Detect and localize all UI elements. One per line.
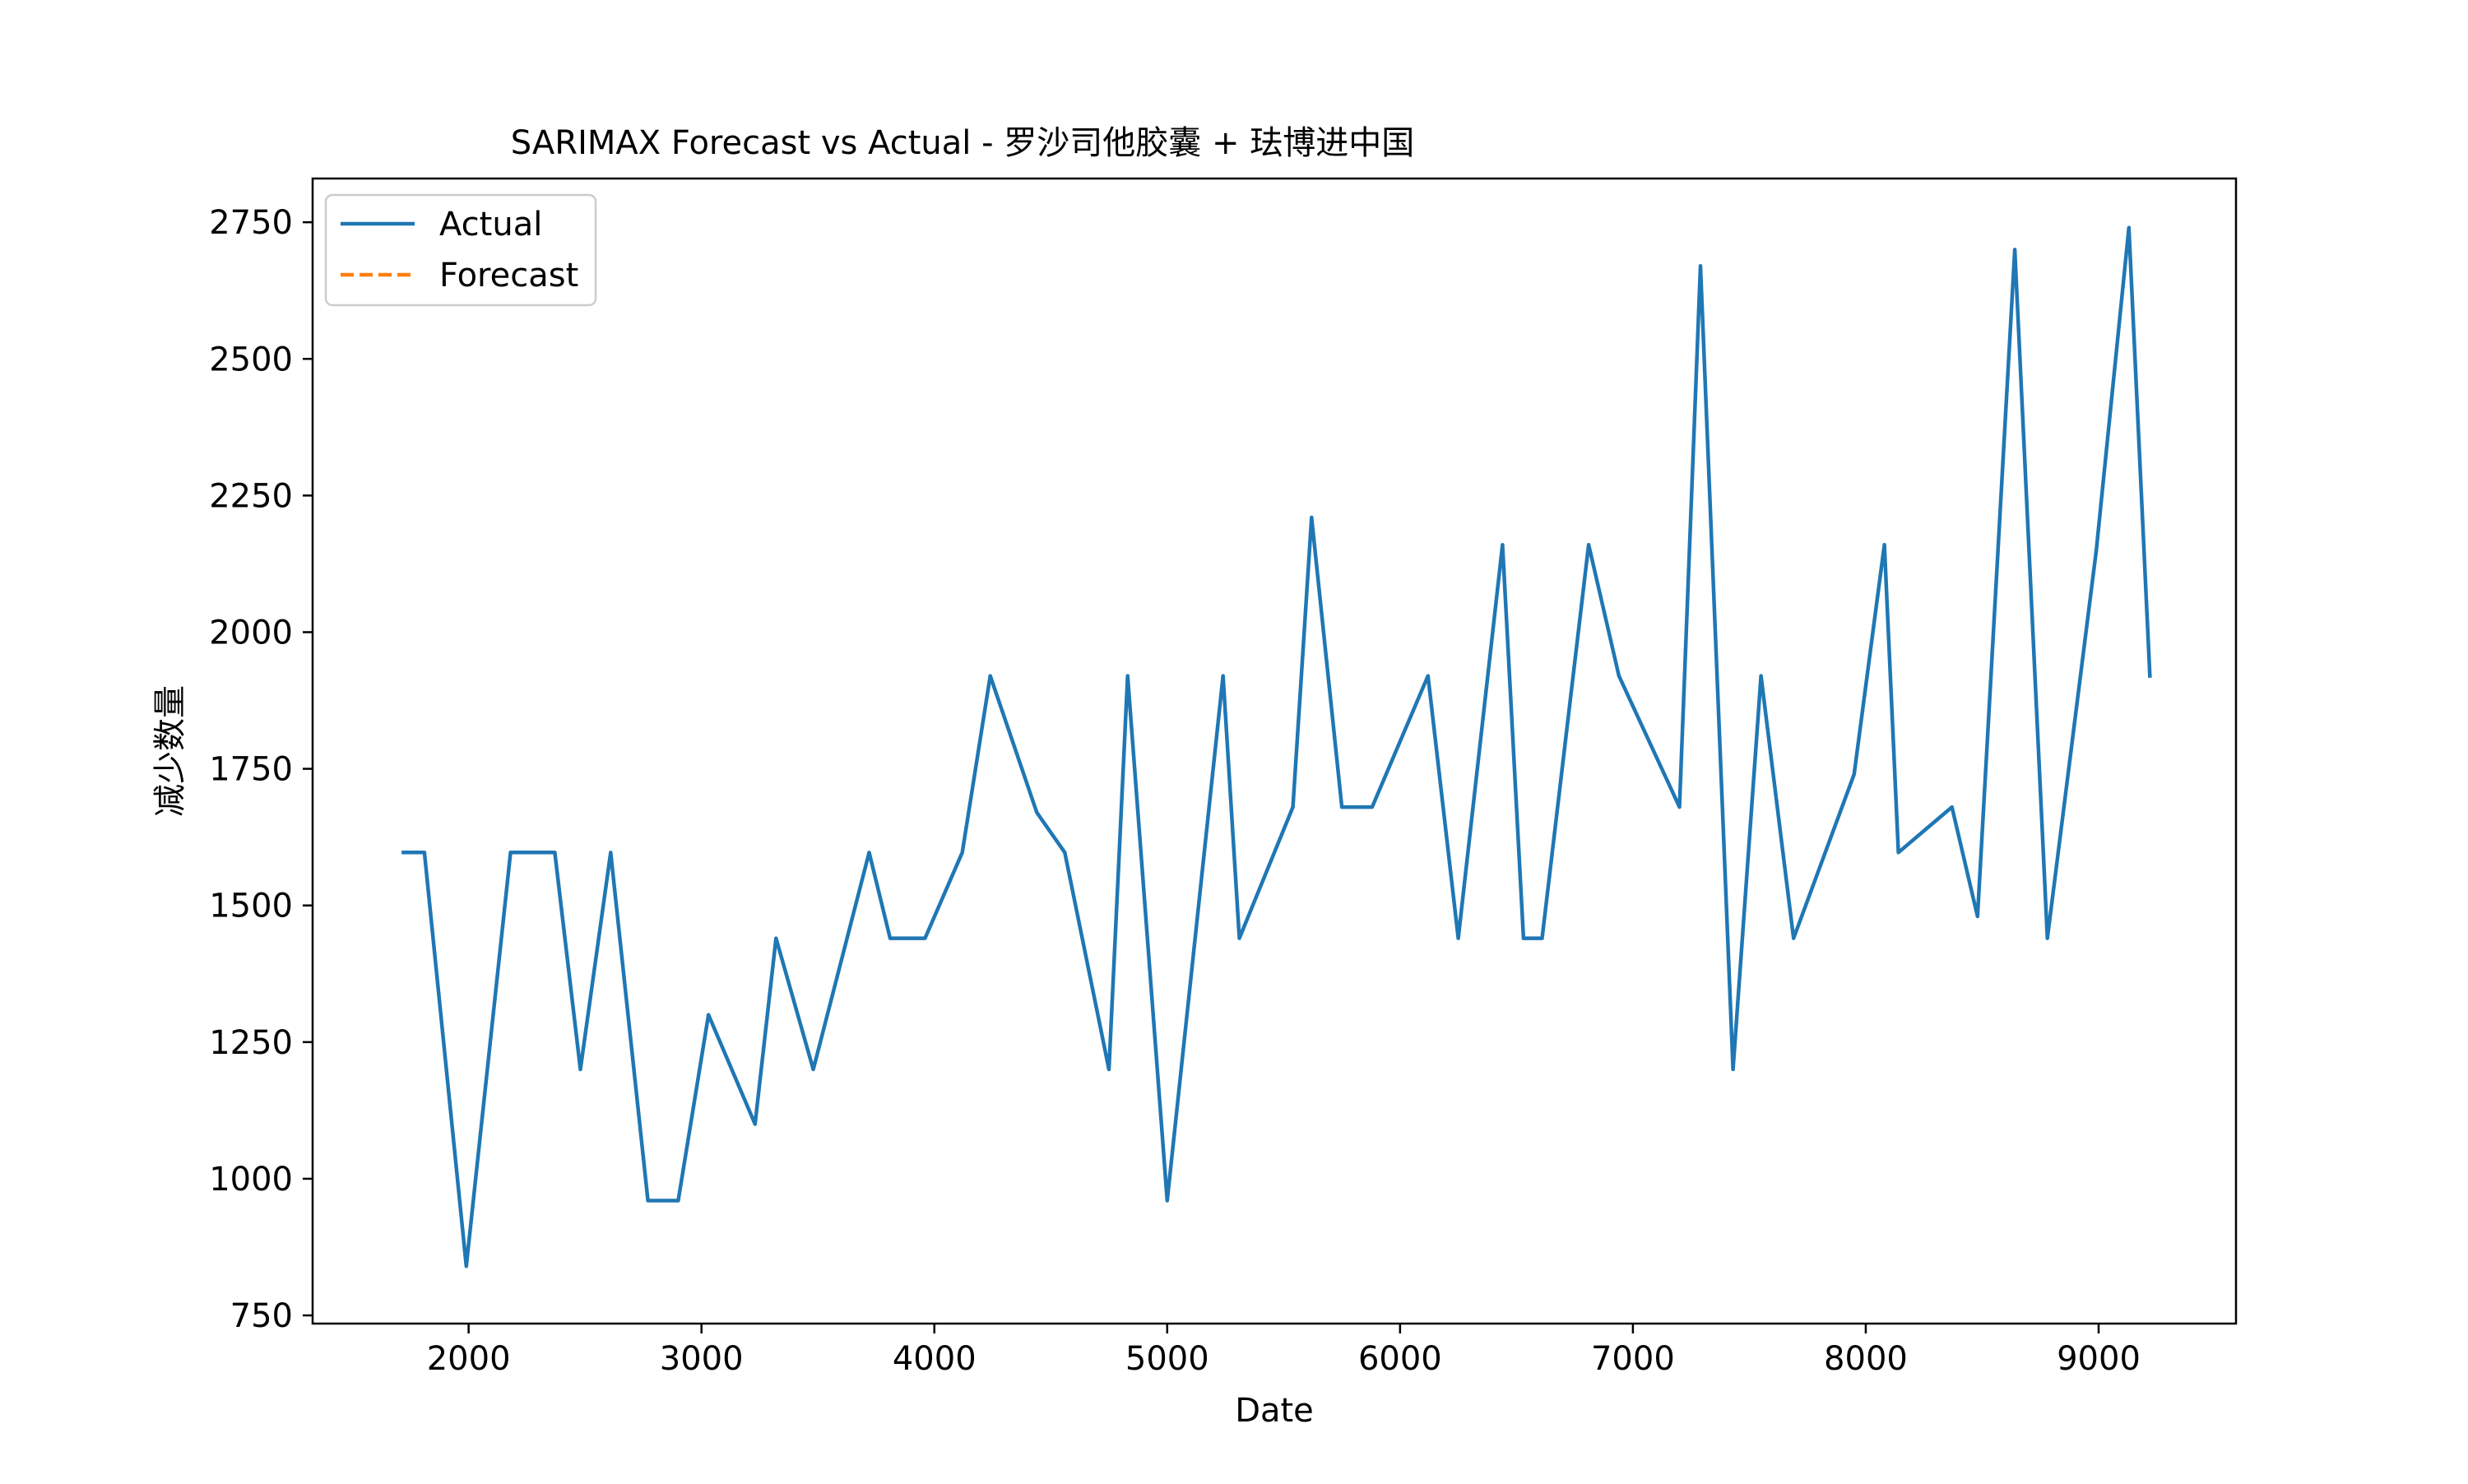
y-tick-label: 1250: [209, 1024, 293, 1062]
y-tick-label: 2250: [209, 477, 293, 515]
legend-label-actual: Actual: [439, 206, 542, 243]
plot-lines: [401, 225, 2152, 1268]
x-axis-label: Date: [1235, 1392, 1314, 1430]
x-axis-ticks: 2000 3000 4000 5000 6000 7000 8000 9000: [427, 1324, 2141, 1378]
chart-legend: Actual Forecast: [324, 193, 597, 307]
x-tick-label: 7000: [1591, 1340, 1675, 1378]
series-line-actual: [401, 225, 2152, 1268]
x-tick-label: 8000: [1824, 1340, 1908, 1378]
y-tick-label: 1500: [209, 888, 293, 925]
y-tick-label: 2000: [209, 614, 293, 652]
x-tick-label: 5000: [1125, 1340, 1209, 1378]
y-tick-label: 2500: [209, 341, 293, 378]
y-axis-ticks: 750 1000 1250 1500 1750 2000 2250 2500 2750: [209, 204, 313, 1335]
x-tick-label: 2000: [427, 1340, 511, 1378]
chart-title: SARIMAX Forecast vs Actual - 罗沙司他胶囊 + 珐博…: [511, 124, 1414, 162]
y-tick-label: 2750: [209, 204, 293, 242]
x-tick-label: 6000: [1358, 1340, 1442, 1378]
plot-area-frame: [311, 177, 2238, 1325]
x-tick-label: 3000: [660, 1340, 744, 1378]
x-tick-label: 9000: [2057, 1340, 2141, 1378]
legend-label-forecast: Forecast: [439, 257, 578, 294]
y-tick-label: 750: [230, 1297, 293, 1335]
y-tick-label: 1750: [209, 751, 293, 789]
x-tick-label: 4000: [893, 1340, 977, 1378]
y-axis-label: 减少数量: [151, 685, 189, 817]
y-tick-label: 1000: [209, 1161, 293, 1199]
